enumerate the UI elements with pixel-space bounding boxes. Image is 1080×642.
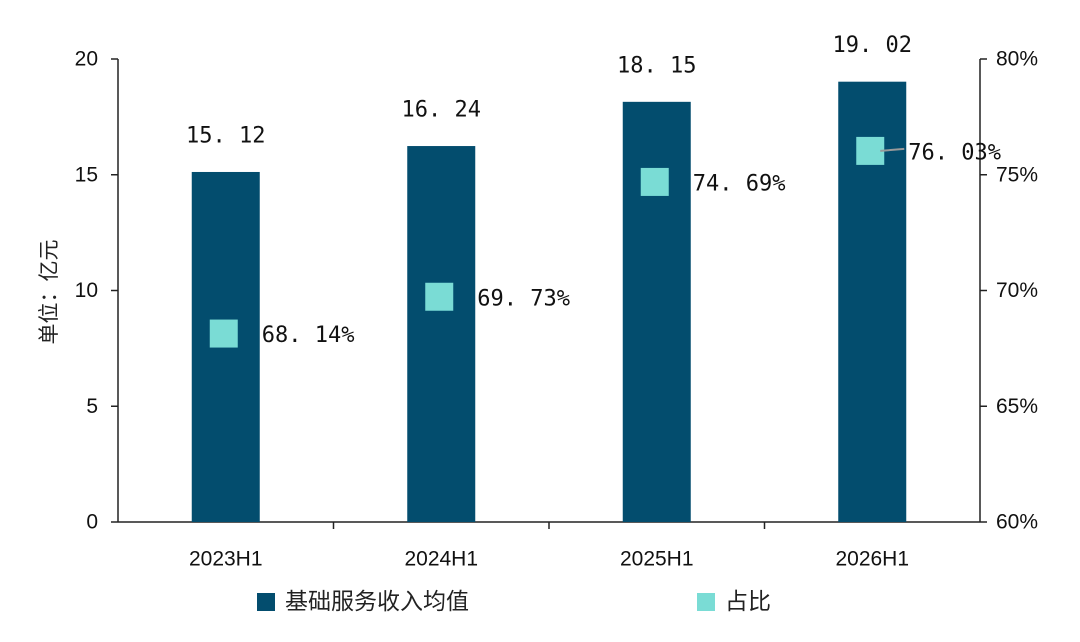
left-tick-label: 10 [75,279,98,302]
axes: 0 5 10 15 20 60% 65% 70% 75% 80% 2023H1 2024H1 2025H… [75,48,1038,571]
right-tick-label: 80% [996,48,1038,71]
legend-swatch-marker [697,593,715,611]
right-tick-label: 65% [996,395,1038,418]
bar-data-label: 19. 02 [833,33,912,58]
left-tick-label: 5 [86,395,98,418]
x-tick-label: 2023H1 [189,548,263,571]
ratio-markers [209,136,905,348]
ratio-data-label: 69. 73% [477,286,570,311]
ratio-marker [425,282,454,311]
right-tick-label: 60% [996,511,1038,534]
legend-label-marker: 占比 [725,589,771,615]
data-labels: 15. 12 16. 24 18. 15 19. 02 68. 14% 69. 73% 74… [186,33,1001,348]
bar-data-label: 16. 24 [402,98,481,123]
legend-label-bar: 基础服务收入均值 [285,589,469,615]
left-tick-label: 0 [86,511,98,534]
legend-swatch-bar [257,593,275,611]
ratio-label-leader-line [880,147,905,152]
right-tick-label: 70% [996,279,1038,302]
bar [407,146,476,522]
ratio-data-label: 74. 69% [693,171,786,196]
ratio-marker [640,167,669,196]
legend: 基础服务收入均值 占比 [257,589,771,615]
left-tick-label: 20 [75,48,98,71]
x-tick-label: 2026H1 [835,548,909,571]
ratio-marker [209,319,238,348]
bar-data-label: 18. 15 [617,53,696,78]
bar-data-label: 15. 12 [186,123,265,148]
ratio-data-label: 76. 03% [908,140,1001,165]
bar [622,101,691,522]
right-tick-label: 75% [996,163,1038,186]
x-tick-label: 2024H1 [404,548,478,571]
ratio-data-label: 68. 14% [262,323,355,348]
x-tick-label: 2025H1 [620,548,694,571]
y-axis-label: 单位：亿元 [37,240,61,345]
left-tick-label: 15 [75,163,98,186]
ratio-marker [856,136,885,165]
